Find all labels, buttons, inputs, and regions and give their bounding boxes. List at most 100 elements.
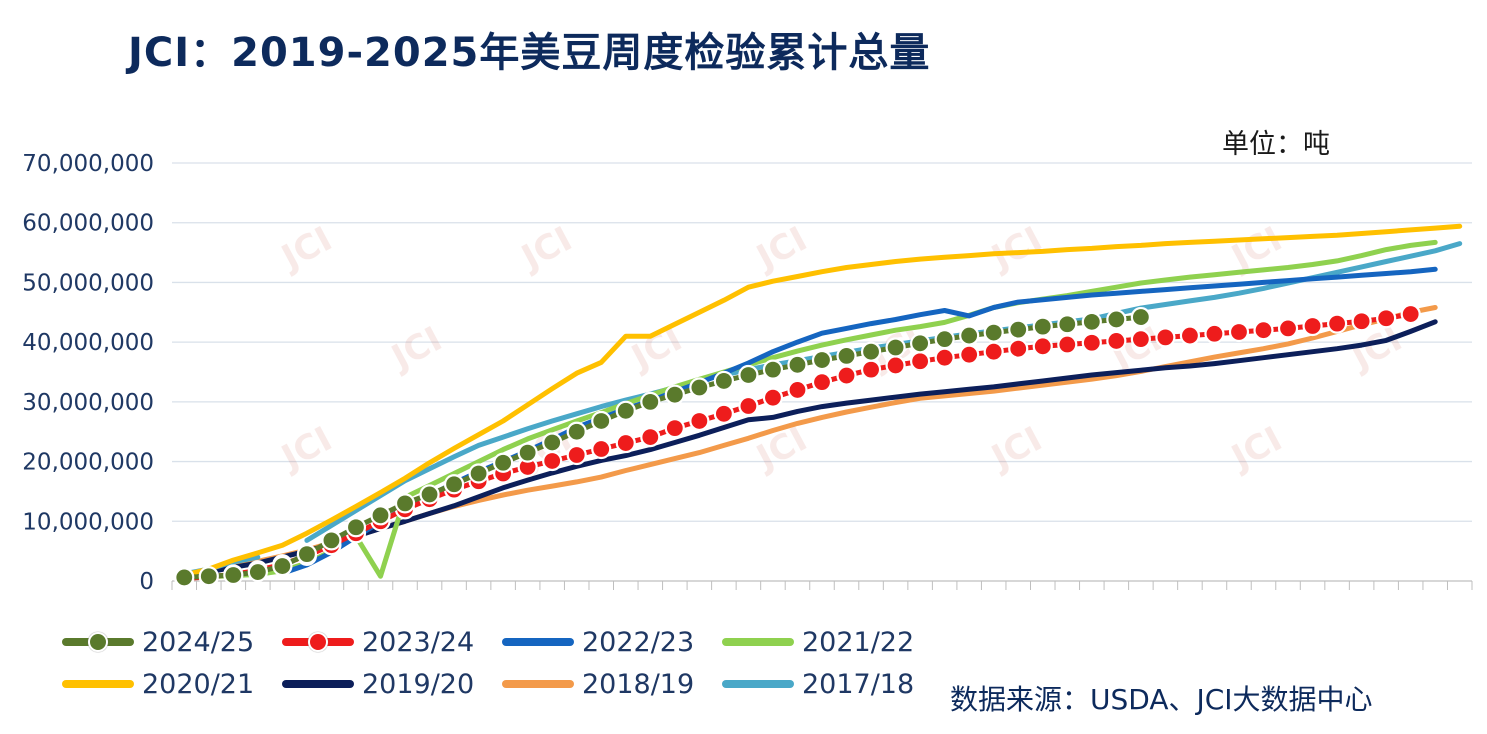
y-tick-label: 30,000,000 xyxy=(22,390,154,416)
data-point xyxy=(298,545,316,563)
data-point xyxy=(494,454,512,472)
legend-label: 2023/24 xyxy=(362,627,474,658)
y-tick-label: 70,000,000 xyxy=(22,151,154,177)
watermark-text: JCI xyxy=(984,219,1049,279)
data-point xyxy=(1377,309,1395,327)
data-point xyxy=(641,428,659,446)
y-tick-label: 20,000,000 xyxy=(22,450,154,476)
watermark-text: JCI xyxy=(384,319,449,379)
data-point xyxy=(813,351,831,369)
data-point xyxy=(249,563,267,581)
data-point xyxy=(592,440,610,458)
data-point xyxy=(936,330,954,348)
data-point xyxy=(1353,312,1371,330)
data-point xyxy=(421,485,439,503)
legend-item-2022-23: 2022/23 xyxy=(502,622,694,662)
data-point xyxy=(1009,321,1027,339)
data-point xyxy=(985,343,1003,361)
data-point xyxy=(617,434,635,452)
watermark-text: JCI xyxy=(1224,419,1289,479)
x-axis xyxy=(172,581,1472,590)
data-point xyxy=(788,381,806,399)
legend-item-2018-19: 2018/19 xyxy=(502,664,694,704)
data-point xyxy=(347,518,365,536)
unit-label: 单位：吨 xyxy=(1222,122,1330,161)
legend-item-2019-20: 2019/20 xyxy=(282,664,474,704)
data-point xyxy=(862,343,880,361)
legend-swatch xyxy=(62,638,134,646)
data-point xyxy=(543,452,561,470)
data-point xyxy=(960,327,978,345)
legend-marker-icon xyxy=(88,632,108,652)
data-point xyxy=(568,446,586,464)
y-tick-label: 60,000,000 xyxy=(22,211,154,237)
data-point xyxy=(519,444,537,462)
data-point xyxy=(1107,310,1125,328)
legend-swatch xyxy=(62,680,134,688)
data-point xyxy=(1034,337,1052,355)
data-point xyxy=(715,372,733,390)
legend-swatch xyxy=(282,638,354,646)
legend-label: 2020/21 xyxy=(142,669,254,700)
legend-label: 2017/18 xyxy=(802,669,914,700)
data-point xyxy=(1402,305,1420,323)
data-point xyxy=(617,402,635,420)
data-point xyxy=(1328,315,1346,333)
data-point xyxy=(838,367,856,385)
data-point xyxy=(739,397,757,415)
data-point xyxy=(1009,340,1027,358)
data-point xyxy=(592,412,610,430)
data-point xyxy=(887,356,905,374)
chart-title: JCI：2019-2025年美豆周度检验累计总量 xyxy=(128,20,930,78)
legend-label: 2024/25 xyxy=(142,627,254,658)
data-point xyxy=(371,506,389,524)
data-point xyxy=(739,366,757,384)
legend-label: 2019/20 xyxy=(362,669,474,700)
data-point xyxy=(1304,317,1322,335)
series-line-2022-23 xyxy=(282,269,1435,573)
data-point xyxy=(470,465,488,483)
data-point xyxy=(568,423,586,441)
source-note: 数据来源：USDA、JCI大数据中心 xyxy=(950,678,1373,718)
legend-swatch xyxy=(722,680,794,688)
data-point xyxy=(666,419,684,437)
data-point xyxy=(1181,327,1199,345)
data-point xyxy=(887,339,905,357)
data-point xyxy=(1156,328,1174,346)
legend-marker-icon xyxy=(308,632,328,652)
data-point xyxy=(1279,319,1297,337)
data-point xyxy=(1034,318,1052,336)
data-point xyxy=(911,352,929,370)
data-point xyxy=(1083,313,1101,331)
data-point xyxy=(764,389,782,407)
data-point xyxy=(764,361,782,379)
y-tick-label: 50,000,000 xyxy=(22,270,154,296)
legend-swatch xyxy=(722,638,794,646)
data-point xyxy=(175,568,193,586)
watermark-text: JCI xyxy=(514,219,579,279)
legend-label: 2018/19 xyxy=(582,669,694,700)
legend-item-2023-24: 2023/24 xyxy=(282,622,474,662)
data-point xyxy=(396,494,414,512)
data-point xyxy=(911,334,929,352)
data-point xyxy=(1132,330,1150,348)
watermark-text: JCI xyxy=(624,319,689,379)
data-point xyxy=(862,361,880,379)
data-point xyxy=(543,433,561,451)
data-point xyxy=(715,405,733,423)
data-point xyxy=(200,567,218,585)
y-tick-label: 0 xyxy=(139,569,154,595)
data-point xyxy=(1107,332,1125,350)
legend-item-2021-22: 2021/22 xyxy=(722,622,914,662)
watermark-text: JCI xyxy=(984,419,1049,479)
series-layer xyxy=(175,226,1459,587)
data-point xyxy=(690,412,708,430)
y-axis-ticks: 0 10,000,000 20,000,000 30,000,000 40,000,00… xyxy=(22,151,154,595)
watermark-text: JCI xyxy=(274,419,339,479)
data-point xyxy=(960,346,978,364)
data-point xyxy=(985,324,1003,342)
data-point xyxy=(641,393,659,411)
gridlines xyxy=(172,163,1472,521)
legend-label: 2021/22 xyxy=(802,627,914,658)
data-point xyxy=(224,566,242,584)
